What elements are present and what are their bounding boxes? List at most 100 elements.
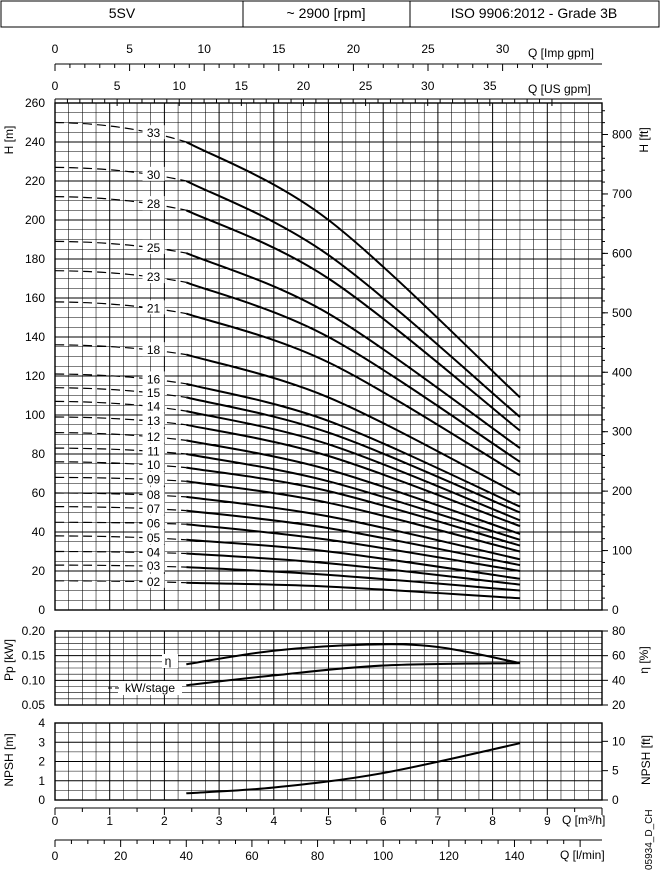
q-m3h-tick-label: 8 <box>489 814 496 828</box>
power-curve <box>186 662 521 687</box>
h-m-tick-label: 140 <box>25 330 45 344</box>
stage-label-10: 10 <box>147 458 161 472</box>
q-m3h-tick-label: 5 <box>325 814 332 828</box>
panel-npsh: 0 1 2 3 4 0 5 10 <box>38 716 625 807</box>
imp-gpm-tick-label: 10 <box>198 42 212 56</box>
imp-gpm-tick-label: 30 <box>496 42 510 56</box>
q-m3h-tick-label: 3 <box>216 814 223 828</box>
stage-curve-23 <box>185 281 521 463</box>
stage-label-23: 23 <box>147 270 161 284</box>
eta-series-label: η <box>165 654 172 668</box>
stage-label-bg <box>142 125 165 140</box>
q-lmin-tick-label: 100 <box>373 849 393 863</box>
stage-label-05: 05 <box>147 531 161 545</box>
imp-gpm-tick-label: 20 <box>347 42 361 56</box>
stage-label-30: 30 <box>147 168 161 182</box>
h-ft-tick-label: 200 <box>612 484 632 498</box>
imp-gpm-tick-label: 15 <box>272 42 286 56</box>
stage-label-bg <box>142 269 165 284</box>
stage-label-bg <box>142 300 165 315</box>
stage-curve-02 <box>186 581 521 600</box>
imp-gpm-tick-label: 0 <box>52 42 59 56</box>
pp-tick-label: 0.15 <box>22 649 46 663</box>
us-gpm-tick-label: 25 <box>359 79 373 93</box>
pp-tick-label: 0.10 <box>22 673 46 687</box>
stage-curve-dashed-15 <box>54 387 187 398</box>
stage-label-bg <box>142 487 165 502</box>
stage-label-25: 25 <box>147 241 161 255</box>
h-ft-tick-label: 600 <box>612 246 632 260</box>
imp-gpm-tick-label: 25 <box>421 42 435 56</box>
stage-label-bg <box>142 500 165 515</box>
stage-curve-dashed-08 <box>54 492 187 498</box>
h-m-tick-label: 220 <box>25 174 45 188</box>
eta-tick-label: 60 <box>612 649 626 663</box>
header-speed: ~ 2900 [rpm] <box>287 5 366 21</box>
h-m-tick-label: 240 <box>25 135 45 149</box>
q-lmin-tick-label: 0 <box>52 849 59 863</box>
kw-series-label: kW/stage <box>125 681 175 695</box>
imp-gpm-label: Q [Imp gpm] <box>528 46 594 60</box>
stage-label-bg <box>142 166 165 181</box>
us-gpm-tick-label: 0 <box>52 79 59 93</box>
stage-curve-07 <box>186 509 521 567</box>
stage-label-18: 18 <box>147 343 161 357</box>
top-axes: Q [Imp gpm] Q [US gpm] 0 5 10 15 20 25 30 0 5 10 1… <box>52 42 602 106</box>
stage-label-08: 08 <box>147 488 161 502</box>
efficiency-curve <box>186 643 521 666</box>
us-gpm-tick-label: 35 <box>483 79 497 93</box>
stage-curve-15 <box>186 396 521 514</box>
kw-label-bg <box>118 681 182 695</box>
stage-curve-12 <box>186 439 521 535</box>
npsh-m-label: NPSH [m] <box>2 733 16 786</box>
stage-curve-dashed-11 <box>54 447 187 455</box>
stage-curve-16 <box>186 382 521 508</box>
stage-curve-03 <box>186 566 521 592</box>
pp-label: Pp [kW] <box>2 639 16 681</box>
stage-label-bg <box>142 342 165 357</box>
h-m-tick-label: 260 <box>25 96 45 110</box>
us-gpm-tick-label: 15 <box>235 79 249 93</box>
stage-label-06: 06 <box>147 516 161 530</box>
stage-curve-dashed-10 <box>54 461 187 469</box>
stage-label-bg <box>142 558 165 573</box>
stage-label-bg <box>142 371 165 386</box>
us-gpm-tick-label: 10 <box>173 79 187 93</box>
q-m3h-tick-label: 0 <box>52 814 59 828</box>
eta-tick-label: 20 <box>612 698 626 712</box>
npsh-ft-tick-label: 5 <box>612 764 619 778</box>
stage-curve-dashed-21 <box>54 301 187 315</box>
eta-label-bg <box>162 654 178 668</box>
stage-curve-dashed-13 <box>54 416 187 426</box>
stage-label-07: 07 <box>147 502 161 516</box>
stage-curve-09 <box>186 480 521 553</box>
h-m-tick-label: 20 <box>32 564 46 578</box>
stage-label-bg <box>142 530 165 545</box>
us-gpm-tick-label: 5 <box>114 79 121 93</box>
q-m3h-label: Q [m³/h] <box>562 813 605 827</box>
stage-curve-25 <box>185 252 521 449</box>
q-lmin-tick-label: 80 <box>311 849 325 863</box>
stage-curve-dashed-30 <box>54 166 187 182</box>
q-lmin-tick-label: 40 <box>180 849 194 863</box>
stage-curve-dashed-09 <box>54 476 187 482</box>
stage-curve-14 <box>186 410 521 522</box>
stage-label-bg <box>142 544 165 559</box>
plot-frame <box>54 630 603 706</box>
stage-curve-dashed-23 <box>54 270 187 283</box>
stage-curve-dashed-07 <box>54 506 187 512</box>
pp-tick-label: 0.20 <box>22 624 46 638</box>
stage-curve-04 <box>186 552 521 586</box>
stage-curve-10 <box>186 466 521 547</box>
h-m-tick-label: 0 <box>38 603 45 617</box>
stage-curve-18 <box>186 353 521 496</box>
panel-head: 0204060801001201401601802002202402600100… <box>25 96 632 617</box>
h-ft-tick-label: 100 <box>612 544 632 558</box>
q-lmin-tick-label: 120 <box>439 849 459 863</box>
h-ft-tick-label: 400 <box>612 365 632 379</box>
header-model: 5SV <box>109 5 136 21</box>
axis-titles: H [m] H [ft] Pp [kW] η [%] NPSH [m] NPSH… <box>2 126 653 787</box>
q-lmin-label: Q [l/min] <box>560 848 605 862</box>
